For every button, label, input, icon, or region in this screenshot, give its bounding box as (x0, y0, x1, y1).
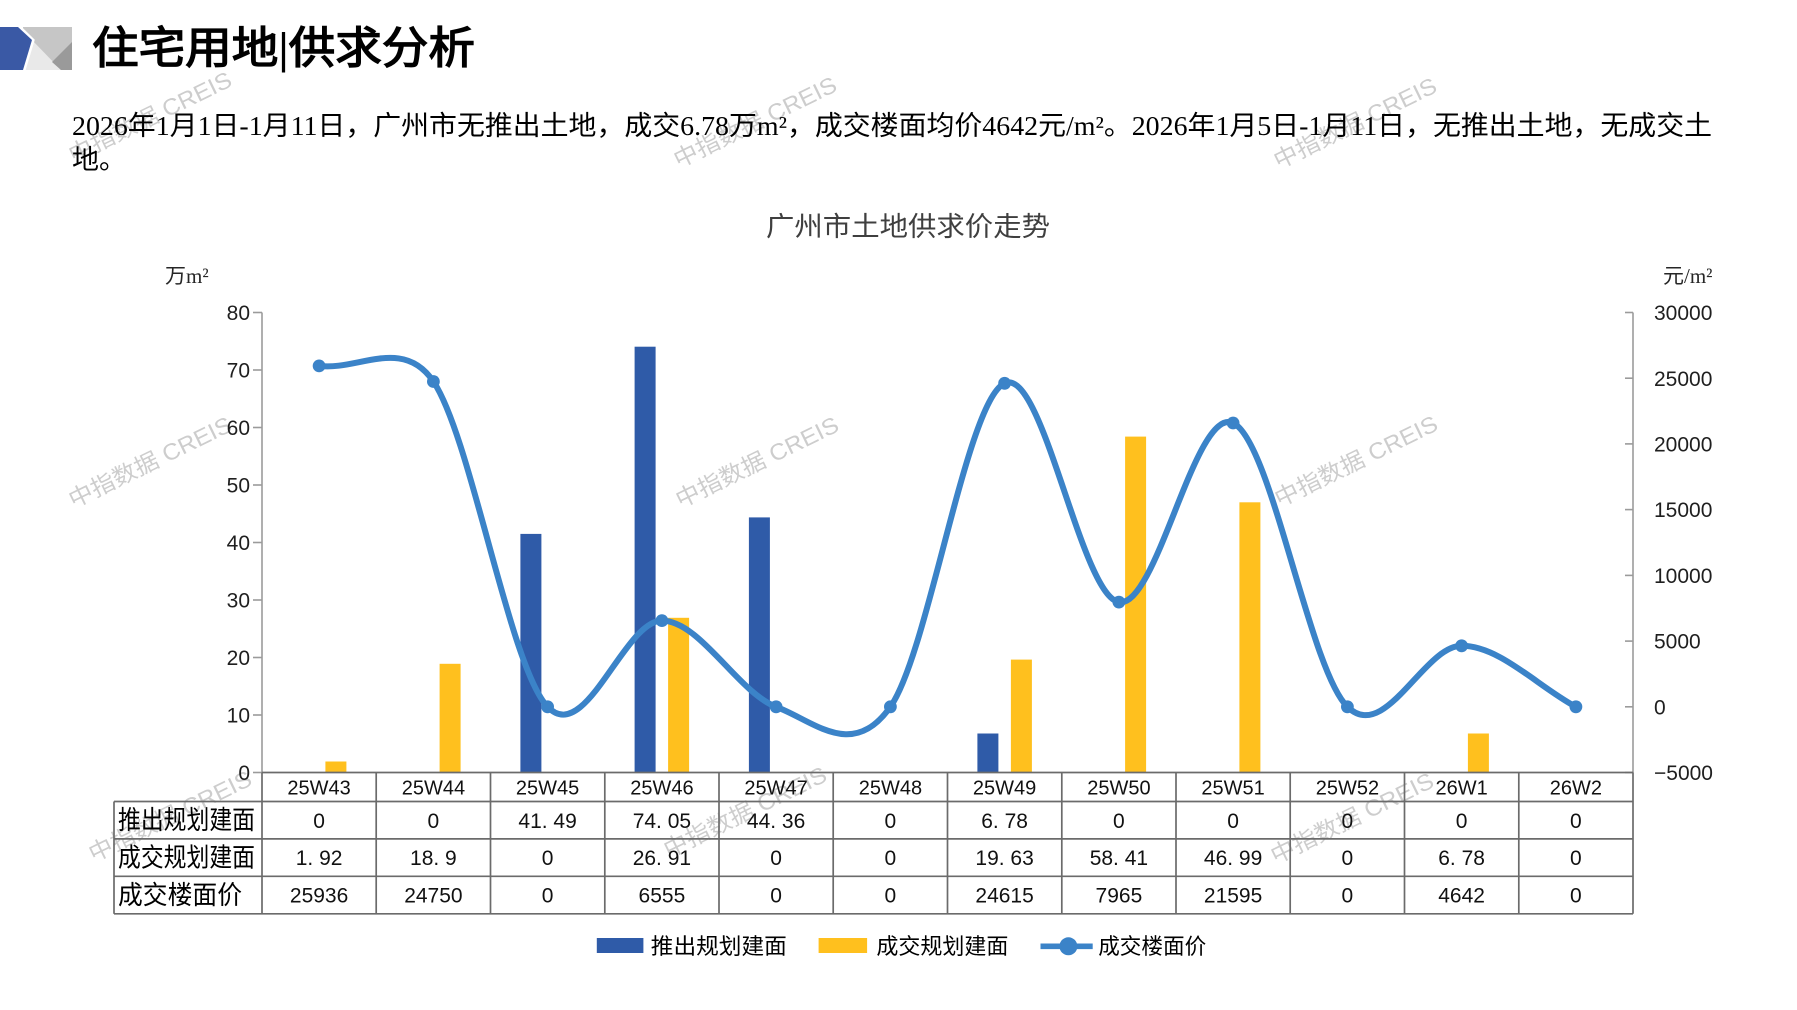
svg-text:24750: 24750 (404, 885, 462, 908)
svg-text:0: 0 (428, 810, 440, 833)
svg-text:成交楼面价: 成交楼面价 (1098, 934, 1206, 959)
svg-text:30000: 30000 (1654, 302, 1712, 325)
svg-text:0: 0 (1654, 696, 1666, 719)
svg-text:25W45: 25W45 (516, 778, 579, 800)
svg-text:0: 0 (542, 847, 554, 870)
svg-text:50: 50 (227, 475, 250, 498)
svg-text:15000: 15000 (1654, 499, 1712, 522)
svg-text:30: 30 (227, 590, 250, 613)
svg-text:元/m²: 元/m² (1663, 264, 1712, 288)
svg-text:成交楼面价: 成交楼面价 (118, 881, 242, 910)
svg-text:成交规划建面: 成交规划建面 (118, 844, 255, 873)
svg-text:1. 92: 1. 92 (296, 847, 343, 870)
svg-text:25W52: 25W52 (1316, 778, 1379, 800)
svg-text:10000: 10000 (1654, 565, 1712, 588)
svg-text:6. 78: 6. 78 (981, 810, 1028, 833)
svg-text:60: 60 (227, 417, 250, 440)
svg-text:25W50: 25W50 (1087, 778, 1150, 800)
svg-text:推出规划建面: 推出规划建面 (118, 806, 255, 835)
svg-text:25W48: 25W48 (859, 778, 922, 800)
svg-text:−5000: −5000 (1654, 762, 1713, 785)
svg-text:19. 63: 19. 63 (975, 847, 1033, 870)
svg-text:74. 05: 74. 05 (633, 810, 691, 833)
svg-text:58. 41: 58. 41 (1090, 847, 1148, 870)
svg-text:0: 0 (1342, 810, 1354, 833)
svg-text:0: 0 (885, 885, 897, 908)
svg-text:46. 99: 46. 99 (1204, 847, 1262, 870)
svg-text:10: 10 (227, 705, 250, 728)
svg-text:25W44: 25W44 (402, 778, 465, 800)
svg-text:中指数据 CREIS: 中指数据 CREIS (64, 411, 235, 512)
svg-text:2026年1月1日-1月11日，广州市无推出土地，成交6.7: 2026年1月1日-1月11日，广州市无推出土地，成交6.78万m²，成交楼面均… (72, 111, 1712, 141)
svg-text:0: 0 (885, 810, 897, 833)
svg-text:0: 0 (313, 810, 325, 833)
svg-text:6555: 6555 (639, 885, 686, 908)
svg-text:25000: 25000 (1654, 368, 1712, 391)
svg-text:0: 0 (1570, 810, 1582, 833)
svg-text:24615: 24615 (975, 885, 1033, 908)
svg-text:25W49: 25W49 (973, 778, 1036, 800)
svg-text:中指数据 CREIS: 中指数据 CREIS (1270, 410, 1441, 511)
svg-text:25936: 25936 (290, 885, 348, 908)
svg-text:广州市土地供求价走势: 广州市土地供求价走势 (766, 212, 1050, 242)
svg-text:0: 0 (1113, 810, 1125, 833)
svg-text:25W51: 25W51 (1201, 778, 1264, 800)
svg-text:住宅用地|供求分析: 住宅用地|供求分析 (92, 24, 475, 73)
svg-text:0: 0 (1570, 885, 1582, 908)
svg-text:26W1: 26W1 (1435, 778, 1487, 800)
svg-text:中指数据 CREIS: 中指数据 CREIS (671, 411, 842, 512)
svg-text:80: 80 (227, 302, 250, 325)
svg-text:41. 49: 41. 49 (518, 810, 576, 833)
svg-text:万m²: 万m² (165, 264, 209, 288)
svg-text:18. 9: 18. 9 (410, 847, 457, 870)
svg-text:地。: 地。 (72, 145, 126, 175)
svg-text:25W43: 25W43 (287, 778, 350, 800)
svg-text:5000: 5000 (1654, 631, 1701, 654)
svg-text:成交规划建面: 成交规划建面 (876, 934, 1008, 959)
svg-text:4642: 4642 (1438, 885, 1485, 908)
svg-text:0: 0 (1456, 810, 1468, 833)
svg-text:7965: 7965 (1096, 885, 1143, 908)
svg-text:6. 78: 6. 78 (1438, 847, 1485, 870)
svg-text:0: 0 (1227, 810, 1239, 833)
svg-text:40: 40 (227, 532, 250, 555)
svg-text:44. 36: 44. 36 (747, 810, 805, 833)
svg-text:0: 0 (542, 885, 554, 908)
svg-text:26W2: 26W2 (1550, 778, 1602, 800)
svg-text:0: 0 (238, 762, 250, 785)
svg-text:0: 0 (770, 847, 782, 870)
svg-text:70: 70 (227, 360, 250, 383)
svg-text:25W47: 25W47 (744, 778, 807, 800)
svg-text:25W46: 25W46 (630, 778, 693, 800)
svg-text:0: 0 (1570, 847, 1582, 870)
svg-text:20000: 20000 (1654, 434, 1712, 457)
svg-text:21595: 21595 (1204, 885, 1262, 908)
svg-text:0: 0 (1342, 885, 1354, 908)
svg-text:0: 0 (1342, 847, 1354, 870)
svg-text:推出规划建面: 推出规划建面 (651, 934, 787, 959)
svg-text:0: 0 (885, 847, 897, 870)
svg-text:0: 0 (770, 885, 782, 908)
svg-text:26. 91: 26. 91 (633, 847, 691, 870)
svg-text:20: 20 (227, 647, 250, 670)
